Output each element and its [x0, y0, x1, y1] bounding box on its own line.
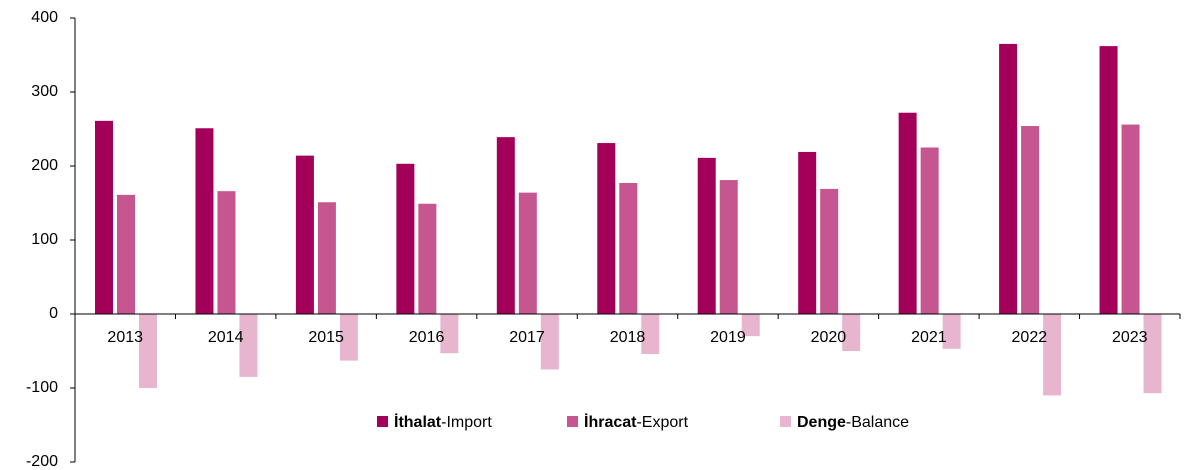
x-tick-label: 2013	[107, 329, 143, 346]
bar	[195, 128, 214, 314]
bar	[942, 314, 961, 349]
bar	[719, 180, 738, 314]
bar	[217, 191, 236, 314]
bar	[741, 314, 760, 337]
y-tick-label: 300	[31, 83, 58, 100]
bar	[820, 188, 839, 314]
bar	[540, 314, 559, 370]
bar	[139, 314, 157, 388]
y-tick-label: 100	[31, 231, 58, 248]
x-tick-label: 2021	[911, 329, 947, 346]
bar	[117, 194, 135, 314]
y-tick-label: -100	[26, 379, 58, 396]
bar	[239, 314, 258, 377]
y-tick-label: -200	[26, 453, 58, 470]
x-tick-label: 2022	[1012, 329, 1048, 346]
bar	[1143, 314, 1162, 394]
bar	[597, 143, 616, 314]
x-tick-label: 2019	[710, 329, 746, 346]
bar	[418, 203, 437, 314]
bar	[842, 314, 861, 351]
bar	[999, 43, 1018, 315]
x-tick-label: 2020	[811, 329, 847, 346]
legend-label: Denge-Balance	[797, 414, 909, 431]
bar	[496, 137, 515, 314]
bar	[1021, 126, 1040, 314]
legend-swatch	[567, 416, 578, 427]
x-tick-label: 2018	[610, 329, 646, 346]
bar	[619, 183, 638, 314]
y-tick-label: 200	[31, 157, 58, 174]
bar	[518, 192, 537, 314]
y-tick-label: 0	[49, 305, 58, 322]
bar	[295, 155, 314, 314]
bar	[339, 314, 358, 361]
bar	[440, 314, 459, 354]
bar	[396, 163, 415, 314]
bar	[317, 202, 336, 314]
x-tick-label: 2017	[509, 329, 545, 346]
x-tick-label: 2015	[308, 329, 344, 346]
bar	[95, 120, 113, 314]
legend-swatch	[780, 416, 791, 427]
bar	[898, 112, 917, 314]
x-tick-label: 2016	[409, 329, 445, 346]
x-tick-label: 2014	[208, 329, 244, 346]
bar	[1099, 46, 1118, 315]
bar	[641, 314, 660, 354]
y-tick-label: 400	[31, 9, 58, 26]
legend-swatch	[377, 416, 388, 427]
legend-label: İthalat-Import	[394, 413, 492, 431]
legend-label: İhracat-Export	[584, 413, 689, 431]
bar	[920, 147, 939, 314]
bar	[697, 157, 716, 314]
bar	[798, 151, 817, 314]
x-tick-label: 2023	[1112, 329, 1148, 346]
bar	[1121, 124, 1140, 314]
bar	[1043, 314, 1062, 396]
